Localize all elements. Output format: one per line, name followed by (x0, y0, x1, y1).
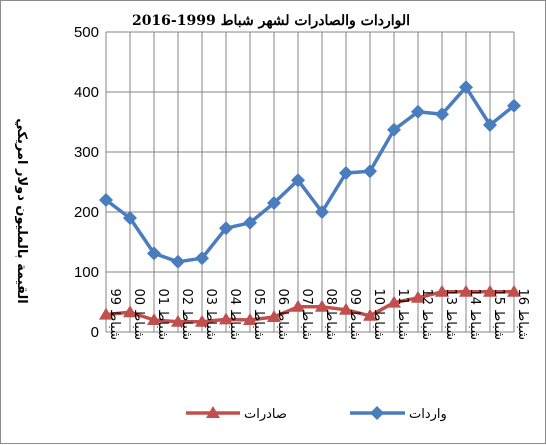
data-point-exports (267, 310, 281, 322)
y-axis-title: القيمة بالمليون دولار امريكي (14, 118, 29, 304)
data-point-imports (387, 122, 401, 137)
legend: واردات صادرات (186, 406, 447, 422)
x-tick-label: شباط 00 (131, 289, 146, 340)
data-point-imports (267, 196, 281, 210)
y-tick-label: 400 (74, 84, 99, 101)
data-point-imports (123, 211, 137, 225)
data-point-exports (219, 312, 233, 325)
x-tick-label: شباط 12 (419, 289, 434, 340)
data-point-imports (195, 251, 209, 266)
data-point-exports (483, 284, 497, 297)
data-point-exports (123, 305, 137, 318)
data-point-imports (243, 215, 257, 230)
data-point-exports (435, 284, 449, 297)
data-point-imports (483, 118, 497, 132)
data-point-exports (387, 295, 401, 308)
data-point-exports (147, 313, 161, 325)
series-line-imports (104, 85, 516, 264)
data-point-exports (171, 314, 185, 327)
grid-lines (105, 31, 515, 333)
data-point-exports (363, 308, 377, 321)
data-point-imports (435, 107, 449, 122)
data-point-exports (291, 299, 305, 312)
data-point-exports (315, 299, 329, 312)
data-point-exports (411, 290, 425, 303)
legend-marker-exports (206, 406, 220, 418)
data-point-imports (291, 173, 305, 188)
x-tick-label: شباط 04 (227, 289, 242, 340)
y-tick-labels: 0 100 200 300 400 500 (74, 24, 99, 341)
data-point-exports (99, 307, 113, 320)
data-point-imports (315, 205, 329, 219)
x-tick-label: شباط 08 (323, 289, 338, 340)
y-tick-label: 500 (74, 24, 99, 41)
data-point-exports (339, 302, 353, 315)
y-tick-label: 300 (74, 144, 99, 161)
x-tick-label: شباط 06 (275, 289, 290, 340)
data-point-imports (363, 164, 377, 179)
x-tick-label: شباط 02 (179, 289, 194, 340)
data-point-imports (411, 104, 425, 119)
data-point-imports (147, 246, 161, 261)
data-point-exports (507, 284, 521, 297)
x-tick-label: شباط 15 (491, 289, 506, 340)
series-layer (99, 80, 521, 327)
x-tick-label: شباط 01 (155, 289, 170, 340)
y-tick-label: 0 (91, 324, 99, 341)
data-point-exports (195, 314, 209, 327)
legend-label-imports: واردات (409, 407, 447, 422)
data-point-imports (459, 80, 473, 95)
legend-label-exports: صادرات (244, 407, 287, 422)
data-point-imports (219, 221, 233, 236)
x-tick-labels: شباط 99 شباط 00 شباط 01 شباط 02 شباط 03 شباط … (107, 289, 530, 340)
x-tick-label: شباط 03 (203, 289, 218, 340)
data-point-imports (171, 254, 185, 269)
x-tick-label: شباط 07 (299, 289, 314, 340)
data-point-imports (99, 193, 113, 207)
chart-title: الواردات والصادرات لشهر شباط 1999-2016 (132, 13, 410, 29)
data-point-exports (459, 284, 473, 297)
y-tick-label: 100 (74, 264, 99, 281)
x-tick-label: شباط 13 (443, 289, 458, 340)
data-point-imports (507, 98, 521, 113)
x-tick-label: شباط 11 (395, 289, 410, 340)
y-tick-label: 200 (74, 204, 99, 221)
x-tick-label: شباط 14 (467, 289, 482, 340)
x-tick-label: شباط 10 (371, 289, 386, 340)
legend-marker-imports (370, 406, 384, 420)
data-point-exports (243, 313, 257, 325)
x-tick-label: شباط 09 (347, 289, 362, 340)
x-tick-label: شباط 16 (515, 289, 530, 340)
x-tick-label: شباط 99 (107, 289, 122, 340)
data-point-imports (339, 166, 353, 180)
x-tick-label: شباط 05 (251, 289, 266, 340)
